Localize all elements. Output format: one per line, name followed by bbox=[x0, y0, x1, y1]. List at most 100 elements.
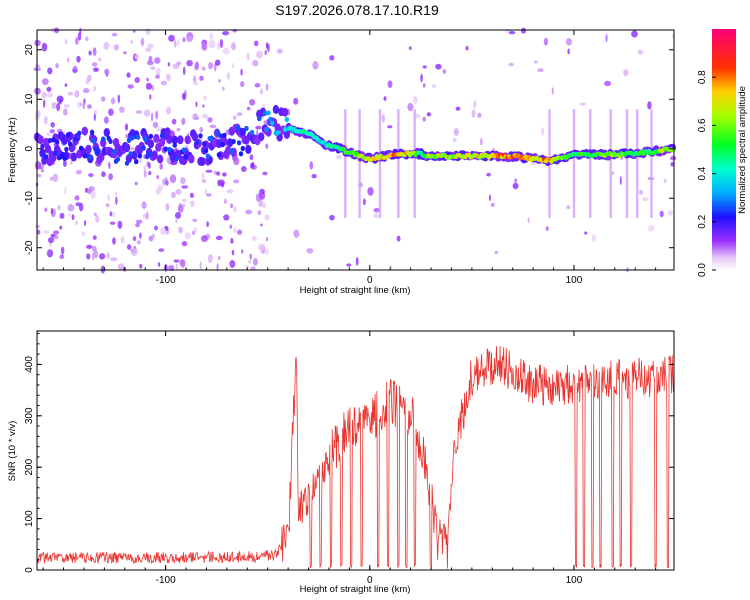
spectrogram-noise-blob bbox=[277, 48, 283, 54]
spectrogram-noise-blob bbox=[670, 155, 677, 161]
spectrogram-noise-blob bbox=[248, 260, 251, 264]
spectrogram-x-tick-label: 100 bbox=[566, 275, 583, 286]
spectrogram-noise-blob bbox=[264, 214, 270, 221]
spectrogram-noise-blob bbox=[249, 99, 256, 106]
spectrogram-noise-blob bbox=[591, 234, 596, 243]
spectrogram-noise-blob bbox=[160, 80, 167, 86]
spectrogram-streak bbox=[572, 109, 576, 219]
spectrogram-ridge-halo bbox=[166, 134, 173, 144]
spectrogram-noise-blob bbox=[442, 69, 447, 74]
spectrogram-y-tick-label: 0 bbox=[24, 146, 35, 152]
spectrogram-ridge-halo bbox=[226, 138, 234, 148]
spectrogram-noise-blob bbox=[75, 202, 81, 207]
spectrogram-noise-blob bbox=[104, 68, 110, 75]
spectrogram-noise-blob bbox=[233, 179, 240, 184]
spectrogram-noise-blob bbox=[64, 83, 68, 87]
spectrogram-noise-blob bbox=[109, 221, 116, 225]
spectrogram-ridge-core bbox=[108, 138, 113, 144]
spectrogram-noise-blob bbox=[180, 177, 186, 185]
spectrogram-noise-blob bbox=[422, 83, 426, 88]
spectrogram-noise-blob bbox=[254, 83, 261, 88]
spectrogram-ridge-halo bbox=[272, 104, 280, 114]
snr-y-tick-label: 0 bbox=[24, 567, 35, 573]
spectrogram-ridge-core bbox=[51, 137, 56, 143]
spectrogram-ridge-core bbox=[229, 148, 234, 154]
spectrogram-noise-blob bbox=[85, 36, 89, 42]
spectrogram-noise-blob bbox=[132, 236, 137, 242]
spectrogram-noise-blob bbox=[200, 235, 208, 243]
spectrogram-noise-blob bbox=[202, 113, 209, 119]
spectrogram-noise-blob bbox=[252, 236, 257, 241]
spectrogram-ridge-core bbox=[67, 141, 73, 147]
spectrogram-noise-blob bbox=[233, 227, 237, 234]
spectrogram-noise-blob bbox=[112, 211, 115, 218]
spectrogram-noise-blob bbox=[293, 229, 300, 238]
spectrogram-noise-blob bbox=[567, 48, 570, 55]
spectrogram-noise-blob bbox=[222, 172, 227, 177]
spectrogram-noise-blob bbox=[75, 169, 82, 175]
spectrogram-noise-blob bbox=[150, 66, 156, 71]
spectrogram-y-tick-label: 20 bbox=[24, 44, 35, 56]
spectrogram-noise-blob bbox=[71, 214, 75, 221]
spectrogram-noise-blob bbox=[387, 125, 393, 129]
spectrogram-noise-blob bbox=[579, 102, 586, 106]
spectrogram-x-ticks: -100 0 100 bbox=[42, 30, 657, 286]
spectrogram-noise-blob bbox=[47, 67, 53, 75]
spectrogram-ridge-core bbox=[194, 139, 200, 145]
colorbar-tick-label: 0.6 bbox=[697, 118, 708, 132]
spectrogram-noise-blob bbox=[420, 73, 423, 83]
spectrogram-noise-blob bbox=[490, 202, 495, 207]
spectrogram-noise-blob bbox=[471, 109, 476, 118]
spectrogram-noise-blob bbox=[250, 266, 256, 271]
spectrogram-noise-blob bbox=[115, 191, 118, 196]
spectrogram-noise-blob bbox=[223, 214, 230, 221]
spectrogram-noise-blob bbox=[67, 57, 70, 63]
spectrogram-noise-blob bbox=[193, 81, 199, 86]
spectrogram-noise-blob bbox=[91, 62, 98, 67]
spectrogram-noise-blob bbox=[117, 263, 125, 271]
spectrogram-ridge-core bbox=[209, 135, 214, 141]
spectrogram-ridge-core bbox=[73, 136, 78, 142]
spectrogram-noise-blob bbox=[195, 61, 199, 70]
spectrogram-noise-blob bbox=[151, 84, 155, 91]
spectrogram-noise-blob bbox=[221, 86, 225, 91]
spectrogram-noise-blob bbox=[134, 54, 140, 60]
spectrogram-noise-blob bbox=[383, 96, 387, 101]
spectrogram-noise-blob bbox=[59, 254, 65, 259]
spectrogram-noise-blob bbox=[143, 109, 151, 117]
spectrogram-ridge-core bbox=[135, 134, 141, 140]
spectrogram-noise-blob bbox=[143, 170, 147, 178]
spectrogram-noise-blob bbox=[455, 106, 461, 111]
spectrogram-ridge-core bbox=[249, 129, 255, 135]
spectrogram-noise-blob bbox=[87, 188, 92, 194]
spectrogram-noise-blob bbox=[141, 201, 147, 209]
spectrogram-ridge-core bbox=[244, 125, 249, 131]
spectrogram-noise-blob bbox=[68, 213, 71, 217]
spectrogram-noise-blob bbox=[81, 231, 86, 237]
spectrogram-noise-blob bbox=[105, 203, 110, 207]
spectrogram-ridge-core bbox=[82, 153, 88, 159]
spectrogram-noise-blob bbox=[230, 203, 234, 209]
spectrogram-noise-blob bbox=[218, 79, 221, 83]
spectrogram-ridge-core bbox=[264, 126, 269, 132]
spectrogram-noise-blob bbox=[240, 68, 243, 76]
spectrogram-noise-blob bbox=[488, 194, 492, 201]
spectrogram-noise-blob bbox=[59, 225, 63, 230]
spectrogram-noise-blob bbox=[174, 212, 182, 219]
spectrogram-ridge-halo bbox=[191, 132, 199, 142]
spectrogram-noise-blob bbox=[265, 42, 269, 50]
spectrogram-noise-blob bbox=[63, 108, 68, 116]
spectrogram-noise-blob bbox=[230, 237, 234, 244]
spectrogram-noise-blob bbox=[126, 72, 131, 78]
spectrogram-noise-blob bbox=[109, 211, 113, 217]
spectrogram-noise-blob bbox=[647, 225, 655, 232]
spectrogram-ridge-halo bbox=[199, 157, 206, 166]
spectrogram-ridge-halo bbox=[39, 148, 46, 158]
spectrogram-noise-blob bbox=[545, 226, 549, 231]
spectrogram-ridge-halo bbox=[283, 129, 291, 139]
spectrogram-ridge-core bbox=[126, 137, 132, 143]
spectrogram-noise-blob bbox=[108, 162, 111, 170]
spectrogram-ridge-halo bbox=[239, 127, 246, 137]
spectrogram-noise-blob bbox=[130, 147, 135, 151]
spectrogram-ridge-core bbox=[47, 137, 53, 144]
